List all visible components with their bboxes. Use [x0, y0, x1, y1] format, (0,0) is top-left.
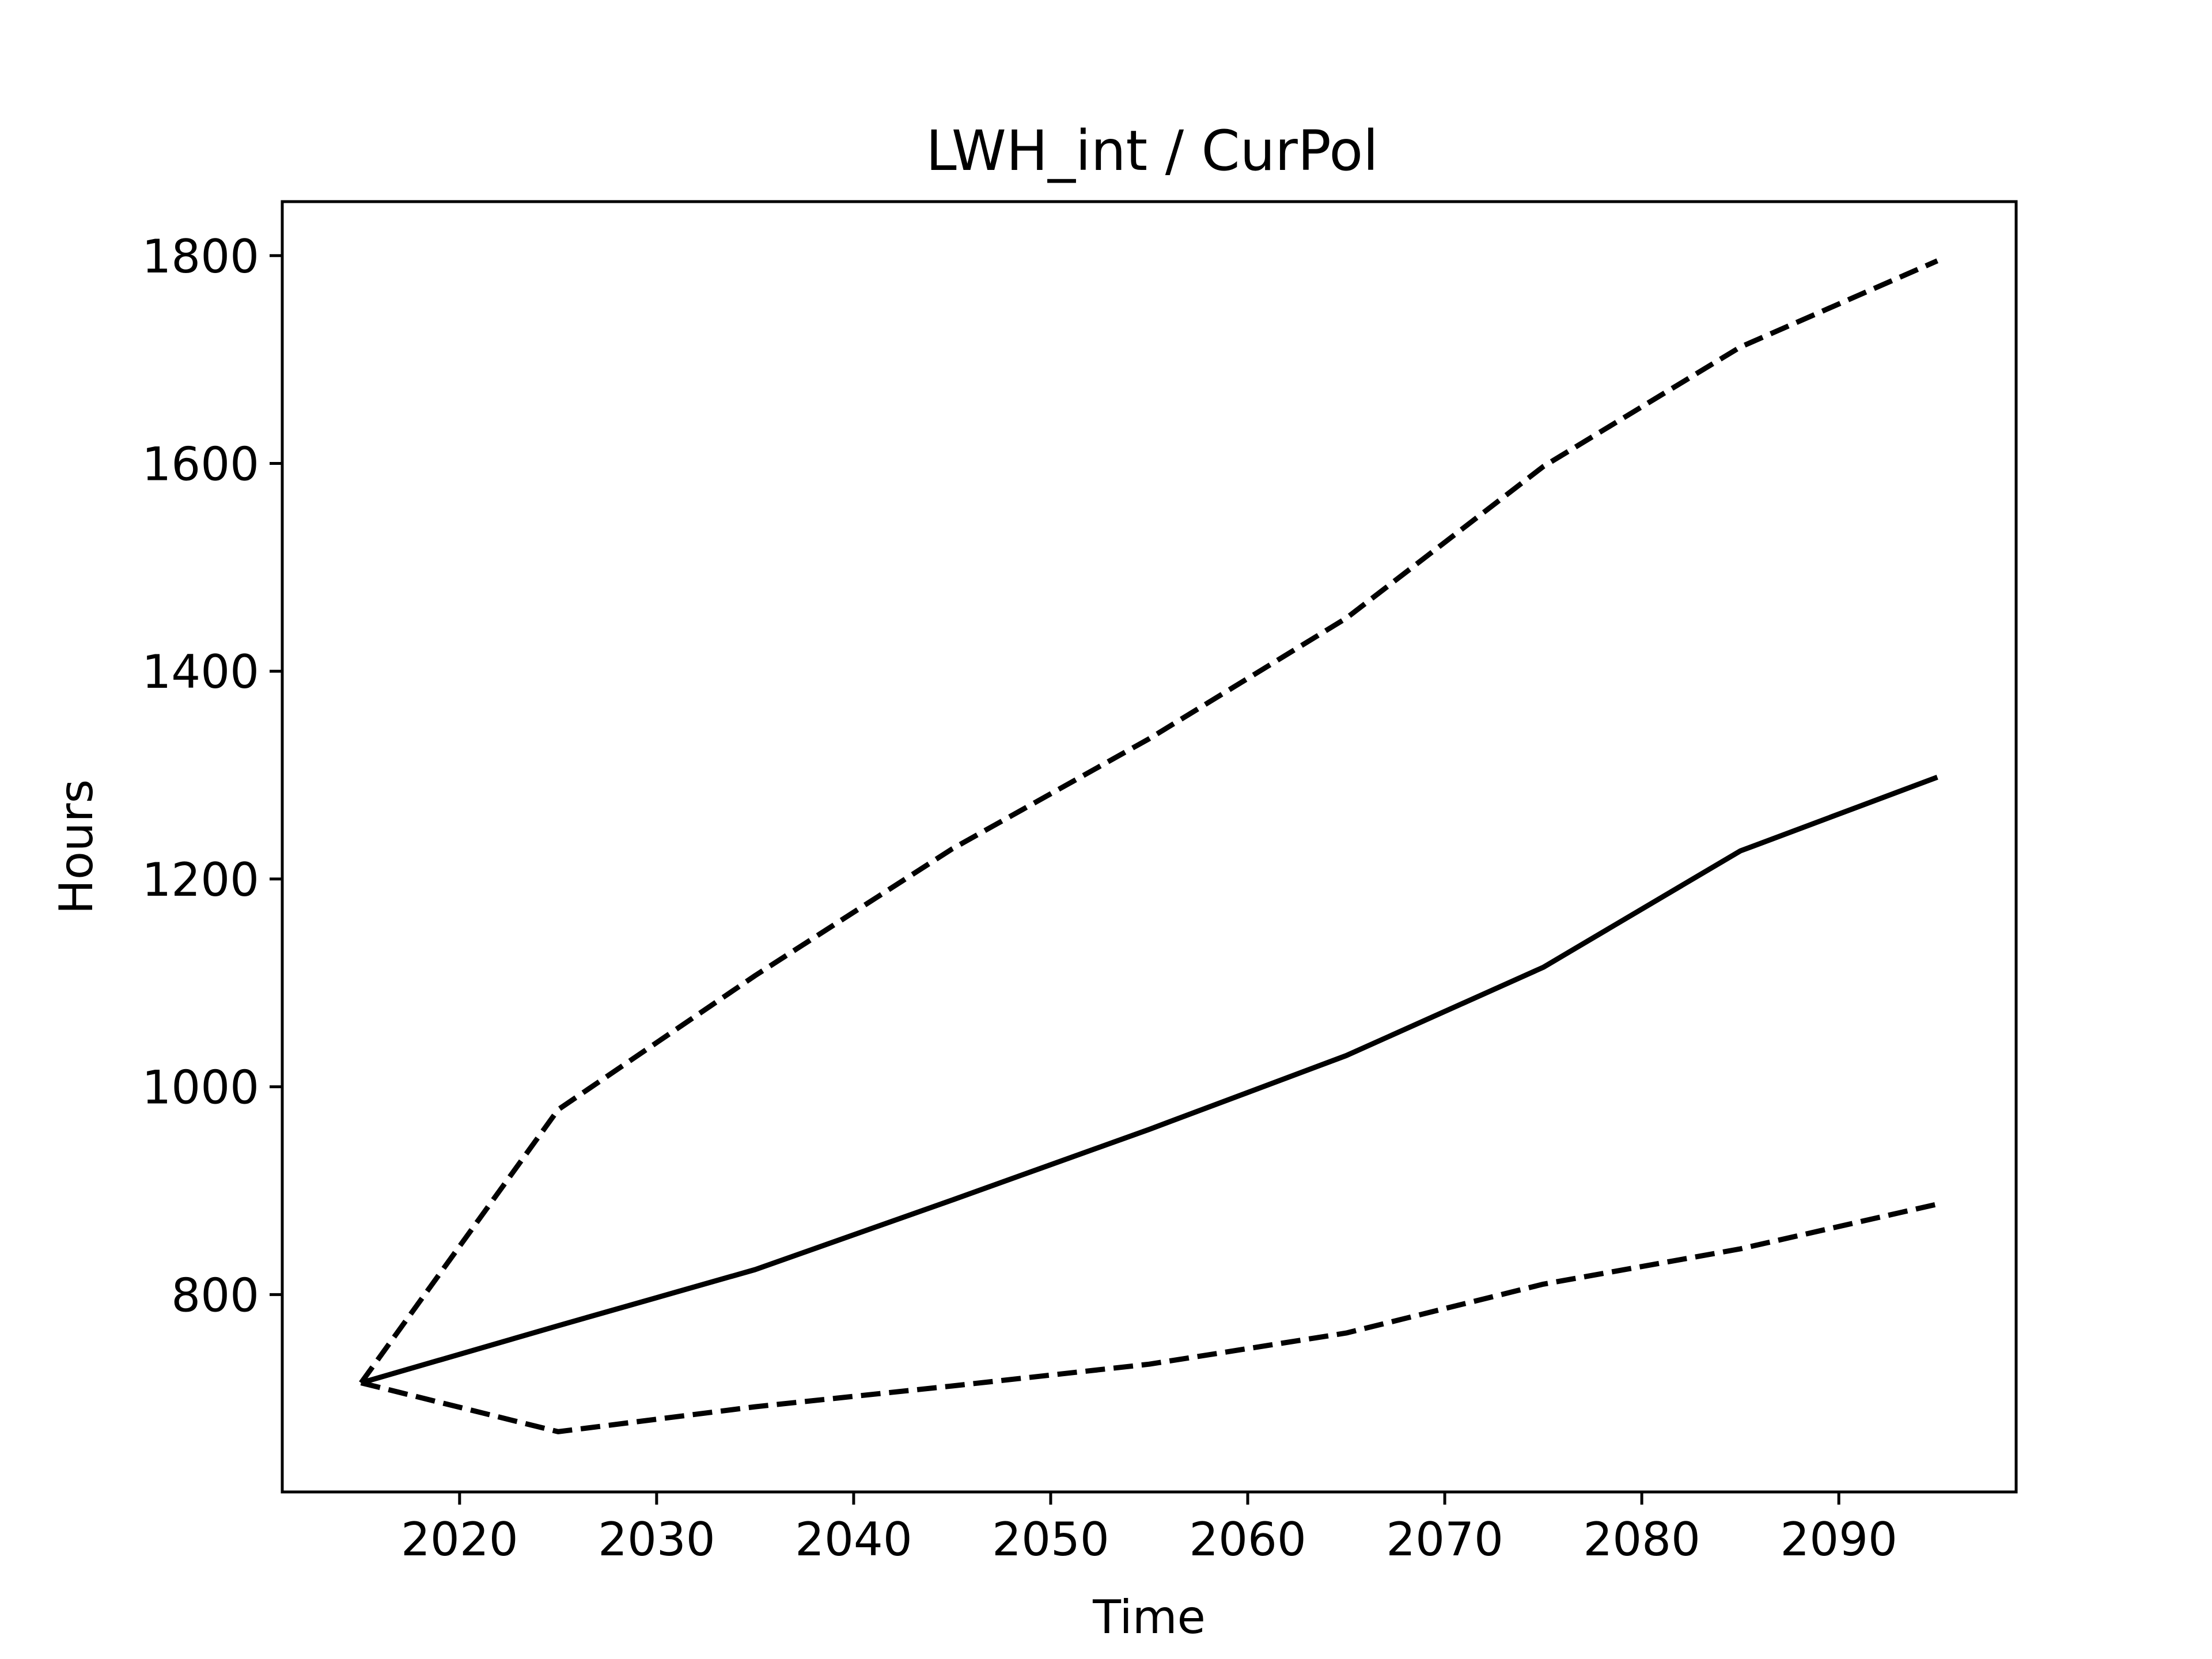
y-tick-label: 1000 [142, 1061, 259, 1115]
y-axis: 800 1000 1200 1400 1600 1800 [142, 230, 282, 1322]
chart-title: LWH_int / CurPol [926, 119, 1378, 183]
x-tick-label: 2040 [795, 1513, 912, 1566]
x-tick-label: 2030 [598, 1513, 715, 1566]
x-tick-label: 2060 [1189, 1513, 1306, 1566]
x-axis: 2020 2030 2040 2050 2060 2070 2080 2090 [401, 1492, 1897, 1566]
x-tick-label: 2090 [1780, 1513, 1897, 1566]
y-tick-label: 1600 [142, 437, 259, 491]
x-tick-label: 2050 [992, 1513, 1109, 1566]
x-tick-label: 2020 [401, 1513, 518, 1566]
x-tick-label: 2080 [1583, 1513, 1700, 1566]
plot-frame [281, 200, 2018, 1494]
series-line-3 [360, 1202, 1938, 1434]
x-axis-label: Time [1092, 1590, 1206, 1644]
y-tick-label: 800 [171, 1268, 259, 1322]
y-tick-label: 1400 [142, 645, 259, 699]
series-line-2 [359, 258, 1939, 1385]
y-tick-label: 1200 [142, 853, 259, 907]
y-tick-label: 1800 [142, 230, 259, 283]
x-tick-label: 2070 [1386, 1513, 1503, 1566]
plot-area [359, 258, 1939, 1434]
series-line-1 [360, 774, 1938, 1385]
y-axis-label: Hours [50, 779, 103, 914]
